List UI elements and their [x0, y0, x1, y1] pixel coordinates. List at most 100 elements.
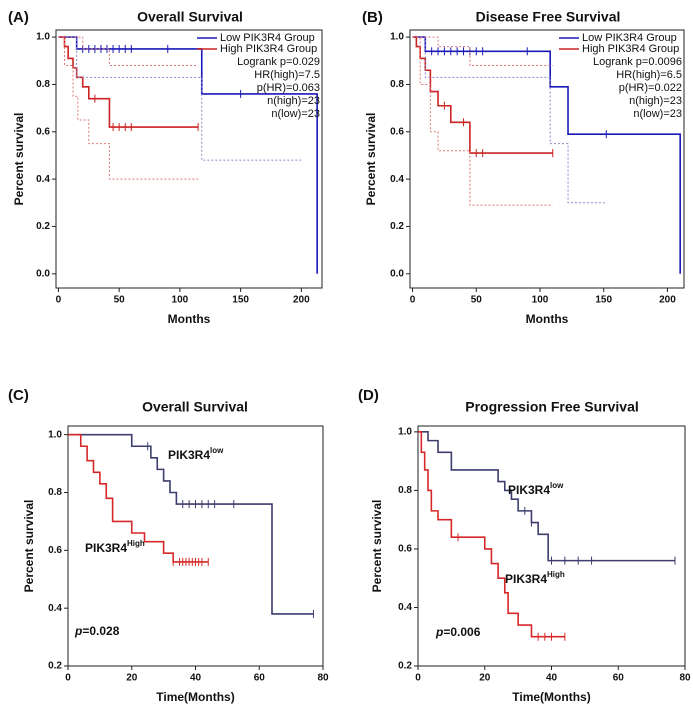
y-tick-label: 0.4	[390, 174, 404, 185]
p-symbol: p	[74, 624, 82, 638]
legend-label: Low PIK3R4 Group	[220, 32, 315, 44]
curve-label: PIK3R4low	[168, 446, 224, 462]
confidence-line	[58, 36, 302, 161]
curve-label: PIK3R4High	[85, 539, 145, 555]
stat-label: n(low)=23	[271, 108, 320, 120]
y-tick-label: 0.8	[36, 79, 50, 90]
stat-label: n(high)=23	[629, 95, 682, 107]
survival-curve	[68, 433, 314, 615]
curve-label-sup: low	[210, 446, 224, 455]
x-tick-label: 150	[232, 295, 249, 306]
y-tick-label: 1.0	[398, 426, 412, 437]
survival-curve	[418, 431, 565, 638]
x-axis-label: Time(Months)	[512, 690, 590, 704]
curve-label: PIK3R4low	[508, 481, 564, 497]
x-tick-label: 60	[613, 673, 625, 684]
y-tick-label: 0.2	[48, 661, 62, 672]
curve-label-sup: High	[547, 570, 565, 579]
x-tick-label: 200	[659, 295, 676, 306]
x-axis-label: Months	[168, 312, 211, 326]
stat-label: HR(high)=6.5	[616, 69, 682, 81]
y-tick-label: 1.0	[390, 32, 404, 43]
confidence-line	[412, 36, 553, 206]
plot-frame	[55, 29, 323, 289]
y-tick-label: 0.2	[36, 221, 50, 232]
y-tick-label: 0.8	[390, 79, 404, 90]
x-tick-label: 60	[254, 673, 266, 684]
x-tick-label: 80	[317, 673, 329, 684]
x-axis-label: Time(Months)	[156, 690, 234, 704]
y-tick-label: 0.0	[36, 268, 50, 279]
confidence-line	[58, 36, 199, 180]
y-tick-label: 0.0	[390, 268, 404, 279]
stat-label: HR(high)=7.5	[254, 69, 320, 81]
y-tick-label: 0.4	[36, 174, 50, 185]
panel-label: (A)	[8, 9, 29, 26]
curve-label-name: PIK3R4	[508, 483, 550, 497]
curve-label-name: PIK3R4	[85, 541, 127, 555]
x-tick-label: 20	[126, 673, 138, 684]
p-number: =0.006	[443, 625, 480, 639]
curve-label: PIK3R4High	[505, 570, 565, 586]
p-value: p=0.006	[435, 625, 481, 639]
p-symbol: p	[435, 625, 443, 639]
curve-label-sup: low	[550, 481, 564, 490]
survival-curve	[412, 36, 553, 154]
panel-label: (D)	[358, 387, 379, 404]
survival-curve	[418, 431, 675, 562]
stat-label: Logrank p=0.029	[237, 56, 320, 68]
y-axis-label: Percent survival	[22, 500, 36, 593]
chart-title: Overall Survival	[137, 9, 243, 25]
survival-curve	[58, 36, 199, 128]
y-tick-label: 0.8	[48, 487, 62, 498]
confidence-line	[58, 36, 199, 67]
chart-title: Overall Survival	[142, 399, 248, 415]
curve-label-sup: High	[127, 539, 145, 548]
plot-frame	[409, 29, 685, 289]
x-tick-label: 200	[293, 295, 310, 306]
survival-curve	[68, 433, 209, 563]
panel-label: (C)	[8, 387, 29, 404]
curve-label-name: PIK3R4	[505, 572, 547, 586]
stat-label: n(high)=23	[267, 95, 320, 107]
x-tick-label: 100	[532, 295, 549, 306]
confidence-line	[412, 36, 607, 204]
y-tick-label: 0.6	[36, 126, 50, 137]
legend-label: High PIK3R4 Group	[220, 43, 317, 55]
x-tick-label: 50	[471, 295, 483, 306]
x-tick-label: 40	[546, 673, 558, 684]
x-tick-label: 150	[595, 295, 612, 306]
y-tick-label: 0.8	[398, 485, 412, 496]
chart-title: Progression Free Survival	[465, 399, 639, 415]
stat-label: p(HR)=0.022	[619, 82, 682, 94]
y-axis-label: Percent survival	[370, 500, 384, 593]
x-axis-label: Months	[526, 312, 569, 326]
curve-label-name: PIK3R4	[168, 448, 210, 462]
stat-label: p(HR)=0.063	[257, 82, 320, 94]
x-tick-label: 0	[410, 295, 416, 306]
y-tick-label: 0.6	[398, 544, 412, 555]
x-tick-label: 20	[479, 673, 491, 684]
y-tick-label: 1.0	[36, 32, 50, 43]
legend-label: High PIK3R4 Group	[582, 43, 679, 55]
y-tick-label: 0.2	[398, 661, 412, 672]
p-number: =0.028	[82, 624, 119, 638]
y-tick-label: 1.0	[48, 429, 62, 440]
x-tick-label: 50	[114, 295, 126, 306]
x-tick-label: 100	[172, 295, 189, 306]
p-value: p=0.028	[74, 624, 120, 638]
y-tick-label: 0.6	[390, 126, 404, 137]
x-tick-label: 0	[56, 295, 62, 306]
y-axis-label: Percent survival	[12, 113, 26, 206]
stat-label: n(low)=23	[633, 108, 682, 120]
y-tick-label: 0.4	[48, 603, 62, 614]
legend-label: Low PIK3R4 Group	[582, 32, 677, 44]
y-tick-label: 0.2	[390, 221, 404, 232]
y-tick-label: 0.4	[398, 602, 412, 613]
x-tick-label: 80	[679, 673, 691, 684]
chart-title: Disease Free Survival	[476, 9, 621, 25]
x-tick-label: 40	[190, 673, 202, 684]
confidence-line	[412, 36, 553, 67]
x-tick-label: 0	[65, 673, 71, 684]
